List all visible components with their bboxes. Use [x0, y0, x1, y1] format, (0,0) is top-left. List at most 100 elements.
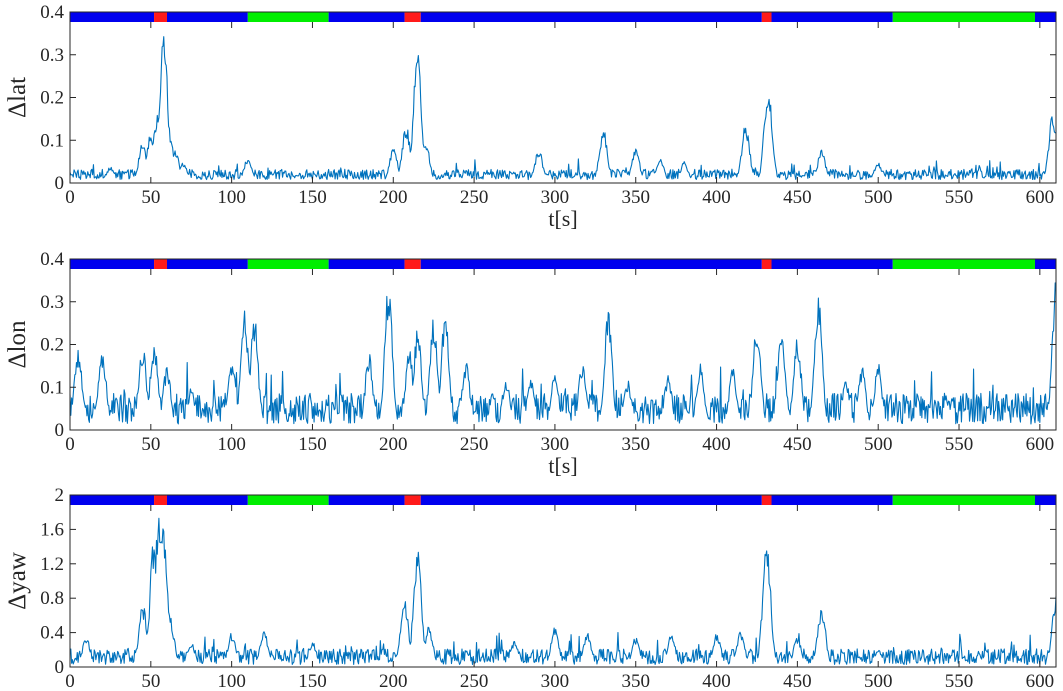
x-tick-label: 600 — [1026, 671, 1055, 691]
mode-segment — [771, 495, 893, 505]
x-tick-label: 150 — [298, 671, 327, 691]
x-axis-label: t[s] — [548, 453, 577, 478]
x-tick-label: 0 — [65, 434, 75, 455]
x-tick-label: 50 — [141, 434, 160, 455]
y-tick-label: 0 — [55, 173, 65, 194]
y-tick-label: 0.4 — [40, 249, 64, 270]
panel-2: 0 50 100 150 200 250 300 350 400 450 500 550 600 0 0.1… — [4, 249, 1057, 478]
x-tick-label: 0 — [65, 187, 75, 208]
y-axis-label: Δlon — [4, 320, 31, 369]
x-tick-label: 100 — [217, 434, 246, 455]
x-tick-label: 50 — [141, 671, 160, 691]
y-axis-label: Δyaw — [4, 552, 31, 610]
series-line — [69, 36, 1057, 181]
x-tick-label: 350 — [621, 187, 650, 208]
mode-segment — [166, 12, 248, 22]
x-tick-label: 250 — [460, 671, 489, 691]
x-tick-label: 150 — [298, 187, 327, 208]
x-tick-label: 600 — [1026, 434, 1055, 455]
x-tick-label: 350 — [621, 434, 650, 455]
mode-segment — [247, 259, 329, 269]
panel-1: 0 50 100 150 200 250 300 350 400 450 500 550 600 0 0.1… — [4, 2, 1057, 231]
x-tick-label: 0 — [65, 671, 75, 691]
x-tick-label: 500 — [864, 671, 893, 691]
y-tick-label: 0.1 — [40, 130, 64, 151]
x-tick-label: 500 — [864, 434, 893, 455]
x-tick-label: 150 — [298, 434, 327, 455]
x-tick-label: 600 — [1026, 187, 1055, 208]
x-tick-label: 200 — [379, 671, 408, 691]
mode-segment — [166, 259, 248, 269]
panel-3: 0 50 100 150 200 250 300 350 400 450 500 550 600 0 0.4… — [4, 485, 1057, 691]
mode-segment — [1034, 259, 1056, 269]
mode-segment — [892, 12, 1035, 22]
x-tick-label: 250 — [460, 187, 489, 208]
mode-segment — [154, 495, 167, 505]
mode-segment — [404, 259, 421, 269]
y-tick-label: 0.4 — [40, 623, 64, 644]
mode-segment — [328, 12, 405, 22]
x-tick-label: 400 — [702, 187, 731, 208]
mode-segment — [247, 12, 329, 22]
x-tick-label: 350 — [621, 671, 650, 691]
y-tick-label: 0.4 — [40, 2, 64, 23]
mode-segment — [892, 259, 1035, 269]
mode-segment — [761, 259, 772, 269]
x-tick-label: 50 — [141, 187, 160, 208]
mode-segment — [761, 12, 772, 22]
x-tick-label: 550 — [945, 187, 974, 208]
mode-segment — [328, 495, 405, 505]
x-tick-label: 300 — [541, 187, 570, 208]
mode-segment — [771, 259, 893, 269]
x-axis-label: t[s] — [548, 206, 577, 231]
mode-segment — [328, 259, 405, 269]
x-tick-label: 400 — [702, 434, 731, 455]
mode-segment — [420, 495, 762, 505]
y-tick-label: 0.3 — [40, 45, 64, 66]
mode-segment — [247, 495, 329, 505]
y-tick-label: 1.6 — [40, 519, 64, 540]
series-line — [69, 517, 1057, 665]
x-tick-label: 300 — [541, 434, 570, 455]
mode-segment — [1034, 12, 1056, 22]
x-tick-label: 400 — [702, 671, 731, 691]
y-tick-label: 0.2 — [40, 335, 64, 356]
y-tick-label: 2 — [55, 485, 65, 506]
x-tick-label: 200 — [379, 187, 408, 208]
y-tick-label: 0 — [55, 420, 65, 441]
y-tick-label: 0 — [55, 657, 65, 678]
mode-segment — [404, 495, 421, 505]
mode-segment — [771, 12, 893, 22]
mode-segment — [70, 259, 155, 269]
mode-segment — [420, 12, 762, 22]
mode-segment — [761, 495, 772, 505]
x-tick-label: 100 — [217, 187, 246, 208]
y-tick-label: 0.1 — [40, 377, 64, 398]
y-tick-label: 0.2 — [40, 88, 64, 109]
series-line — [69, 282, 1057, 425]
y-axis-label: Δlat — [4, 77, 31, 118]
x-tick-label: 500 — [864, 187, 893, 208]
y-tick-label: 0.3 — [40, 292, 64, 313]
x-tick-label: 450 — [783, 187, 812, 208]
y-tick-label: 0.8 — [40, 588, 64, 609]
x-tick-label: 550 — [945, 671, 974, 691]
plot-frame — [69, 11, 1057, 184]
mode-segment — [154, 12, 167, 22]
mode-segment — [166, 495, 248, 505]
x-tick-label: 250 — [460, 434, 489, 455]
y-tick-label: 1.2 — [40, 554, 64, 575]
plot-frame — [69, 494, 1057, 668]
x-tick-label: 550 — [945, 434, 974, 455]
x-tick-label: 200 — [379, 434, 408, 455]
mode-segment — [420, 259, 762, 269]
mode-segment — [1034, 495, 1056, 505]
x-tick-label: 300 — [541, 671, 570, 691]
mode-segment — [892, 495, 1035, 505]
mode-segment — [404, 12, 421, 22]
mode-segment — [70, 495, 155, 505]
mode-segment — [70, 12, 155, 22]
x-tick-label: 100 — [217, 671, 246, 691]
x-tick-label: 450 — [783, 671, 812, 691]
